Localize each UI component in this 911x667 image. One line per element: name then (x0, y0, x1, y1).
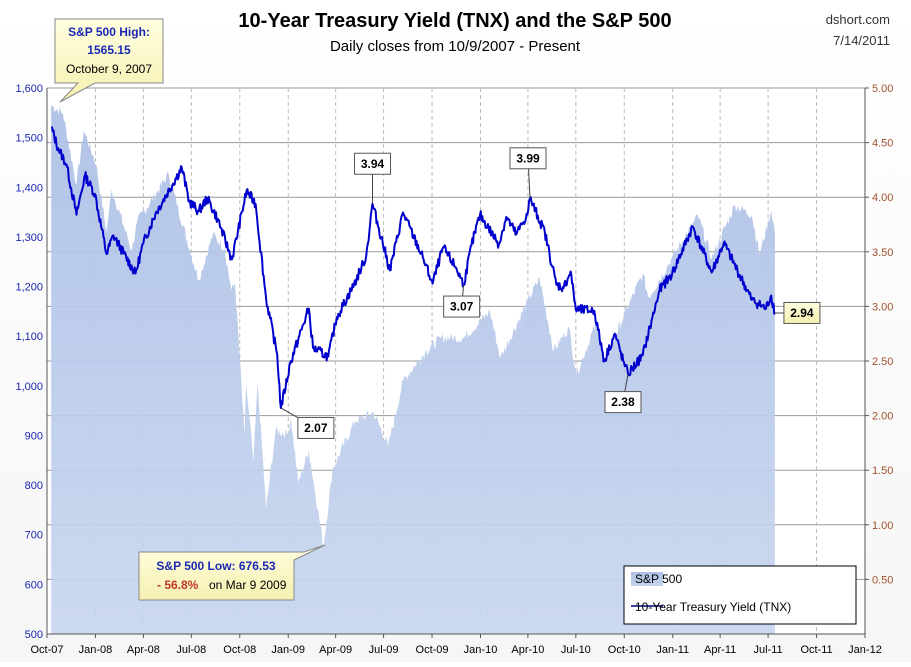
x-tick-label: Apr-08 (127, 644, 160, 656)
high-callout-title: S&P 500 High: (68, 25, 150, 39)
x-tick-label: Jan-12 (848, 644, 882, 656)
yield-label-box (783, 301, 821, 324)
left-tick-label: 1,600 (15, 83, 43, 95)
right-tick-label: 1.50 (872, 465, 893, 477)
right-tick-label: 2.50 (872, 356, 893, 368)
spx-area (51, 105, 775, 634)
x-tick-label: Oct-11 (800, 644, 832, 656)
legend-swatch-spx (631, 572, 663, 586)
x-tick-label: Jul-11 (754, 644, 783, 656)
low-callout: S&P 500 Low: 676.53 - 56.8% on Mar 9 200… (138, 544, 326, 601)
yield-label-text: 3.99 (516, 151, 540, 165)
x-axis-ticks: Oct-07 Jan-08 Apr-08 Jul-08 Oct-08 Jan-09 Apr-… (30, 634, 882, 656)
right-tick-label: 1.00 (872, 520, 893, 532)
yield-label-text: 2.07 (304, 421, 328, 435)
yield-label: 2.38 (604, 374, 642, 414)
low-callout-date: on Mar 9 2009 (209, 578, 287, 592)
yield-label-text: 2.38 (611, 395, 635, 409)
right-tick-label: 2.00 (872, 411, 893, 423)
tnx-line (51, 126, 776, 409)
legend-label-spx: S&P 500 (635, 572, 682, 586)
chart-subtitle: Daily closes from 10/9/2007 - Present (330, 38, 581, 55)
right-axis-ticks: 0.50 1.00 1.50 2.00 2.50 3.00 3.50 4.00 4.50 5.00 (865, 83, 893, 586)
right-tick-label: 5.00 (872, 83, 893, 95)
x-tick-label: Jul-08 (176, 644, 206, 656)
left-tick-label: 700 (25, 530, 43, 542)
yield-label: 3.99 (509, 147, 547, 199)
left-axis-ticks: 500 600 700 800 900 1,000 1,100 1,200 1,300 1,400… (15, 83, 43, 641)
right-tick-label: 3.50 (872, 247, 893, 259)
right-tick-label: 3.00 (872, 301, 893, 313)
high-callout: S&P 500 High: 1565.15 October 9, 2007 (54, 18, 164, 103)
high-callout-box (54, 18, 164, 103)
yield-label-text: 3.94 (361, 157, 385, 171)
x-tick-label: Oct-10 (608, 644, 641, 656)
x-tick-label: Oct-09 (416, 644, 449, 656)
yield-label-box (297, 416, 335, 439)
left-tick-label: 1,200 (15, 282, 43, 294)
right-tick-label: 4.00 (872, 192, 893, 204)
yield-label: 3.94 (354, 152, 392, 204)
x-tick-label: Oct-07 (30, 644, 63, 656)
left-tick-label: 800 (25, 480, 43, 492)
left-tick-label: 1,000 (15, 381, 43, 393)
x-tick-label: Jan-08 (79, 644, 113, 656)
date-label: 7/14/2011 (833, 33, 890, 48)
yield-label: 3.07 (443, 284, 481, 318)
data-labels: 3.94 3.99 3.07 2.07 2.38 2.94 (280, 147, 821, 439)
yield-label: 2.07 (280, 407, 335, 439)
x-tick-label: Jul-10 (561, 644, 591, 656)
legend-label-tnx: 10-Year Treasury Yield (TNX) (635, 600, 791, 614)
left-tick-label: 1,300 (15, 232, 43, 244)
x-tick-label: Jan-10 (464, 644, 498, 656)
left-tick-label: 1,500 (15, 133, 43, 145)
yield-label-text: 2.94 (790, 306, 814, 320)
yield-label-box (354, 152, 392, 175)
spx-area-series (51, 105, 775, 634)
yield-label-text: 3.07 (450, 300, 474, 314)
x-tick-label: Apr-09 (319, 644, 352, 656)
x-tick-label: Oct-08 (223, 644, 256, 656)
source-label: dshort.com (826, 12, 890, 27)
x-tick-label: Jan-09 (271, 644, 305, 656)
low-callout-title: S&P 500 Low: 676.53 (156, 559, 276, 573)
right-tick-label: 0.50 (872, 574, 893, 586)
yield-label-box (443, 295, 481, 318)
chart-title: 10-Year Treasury Yield (TNX) and the S&P… (238, 10, 671, 32)
low-callout-pct: - 56.8% (157, 578, 199, 592)
left-tick-label: 500 (25, 629, 43, 641)
legend: S&P 500 10-Year Treasury Yield (TNX) (623, 565, 857, 625)
x-tick-label: Jul-09 (369, 644, 399, 656)
left-tick-label: 900 (25, 430, 43, 442)
x-tick-label: Apr-10 (511, 644, 544, 656)
x-tick-label: Apr-11 (704, 644, 736, 656)
right-tick-label: 4.50 (872, 138, 893, 150)
low-callout-box (138, 544, 326, 601)
x-tick-label: Jan-11 (656, 644, 689, 656)
left-tick-label: 1,400 (15, 182, 43, 194)
yield-label-box (509, 147, 547, 170)
high-callout-value: 1565.15 (87, 43, 131, 57)
left-tick-label: 600 (25, 579, 43, 591)
yield-label-box (604, 391, 642, 414)
left-tick-label: 1,100 (15, 331, 43, 343)
yield-label: 2.94 (774, 301, 821, 324)
tnx-line-series (51, 126, 776, 409)
high-callout-date: October 9, 2007 (66, 62, 152, 76)
